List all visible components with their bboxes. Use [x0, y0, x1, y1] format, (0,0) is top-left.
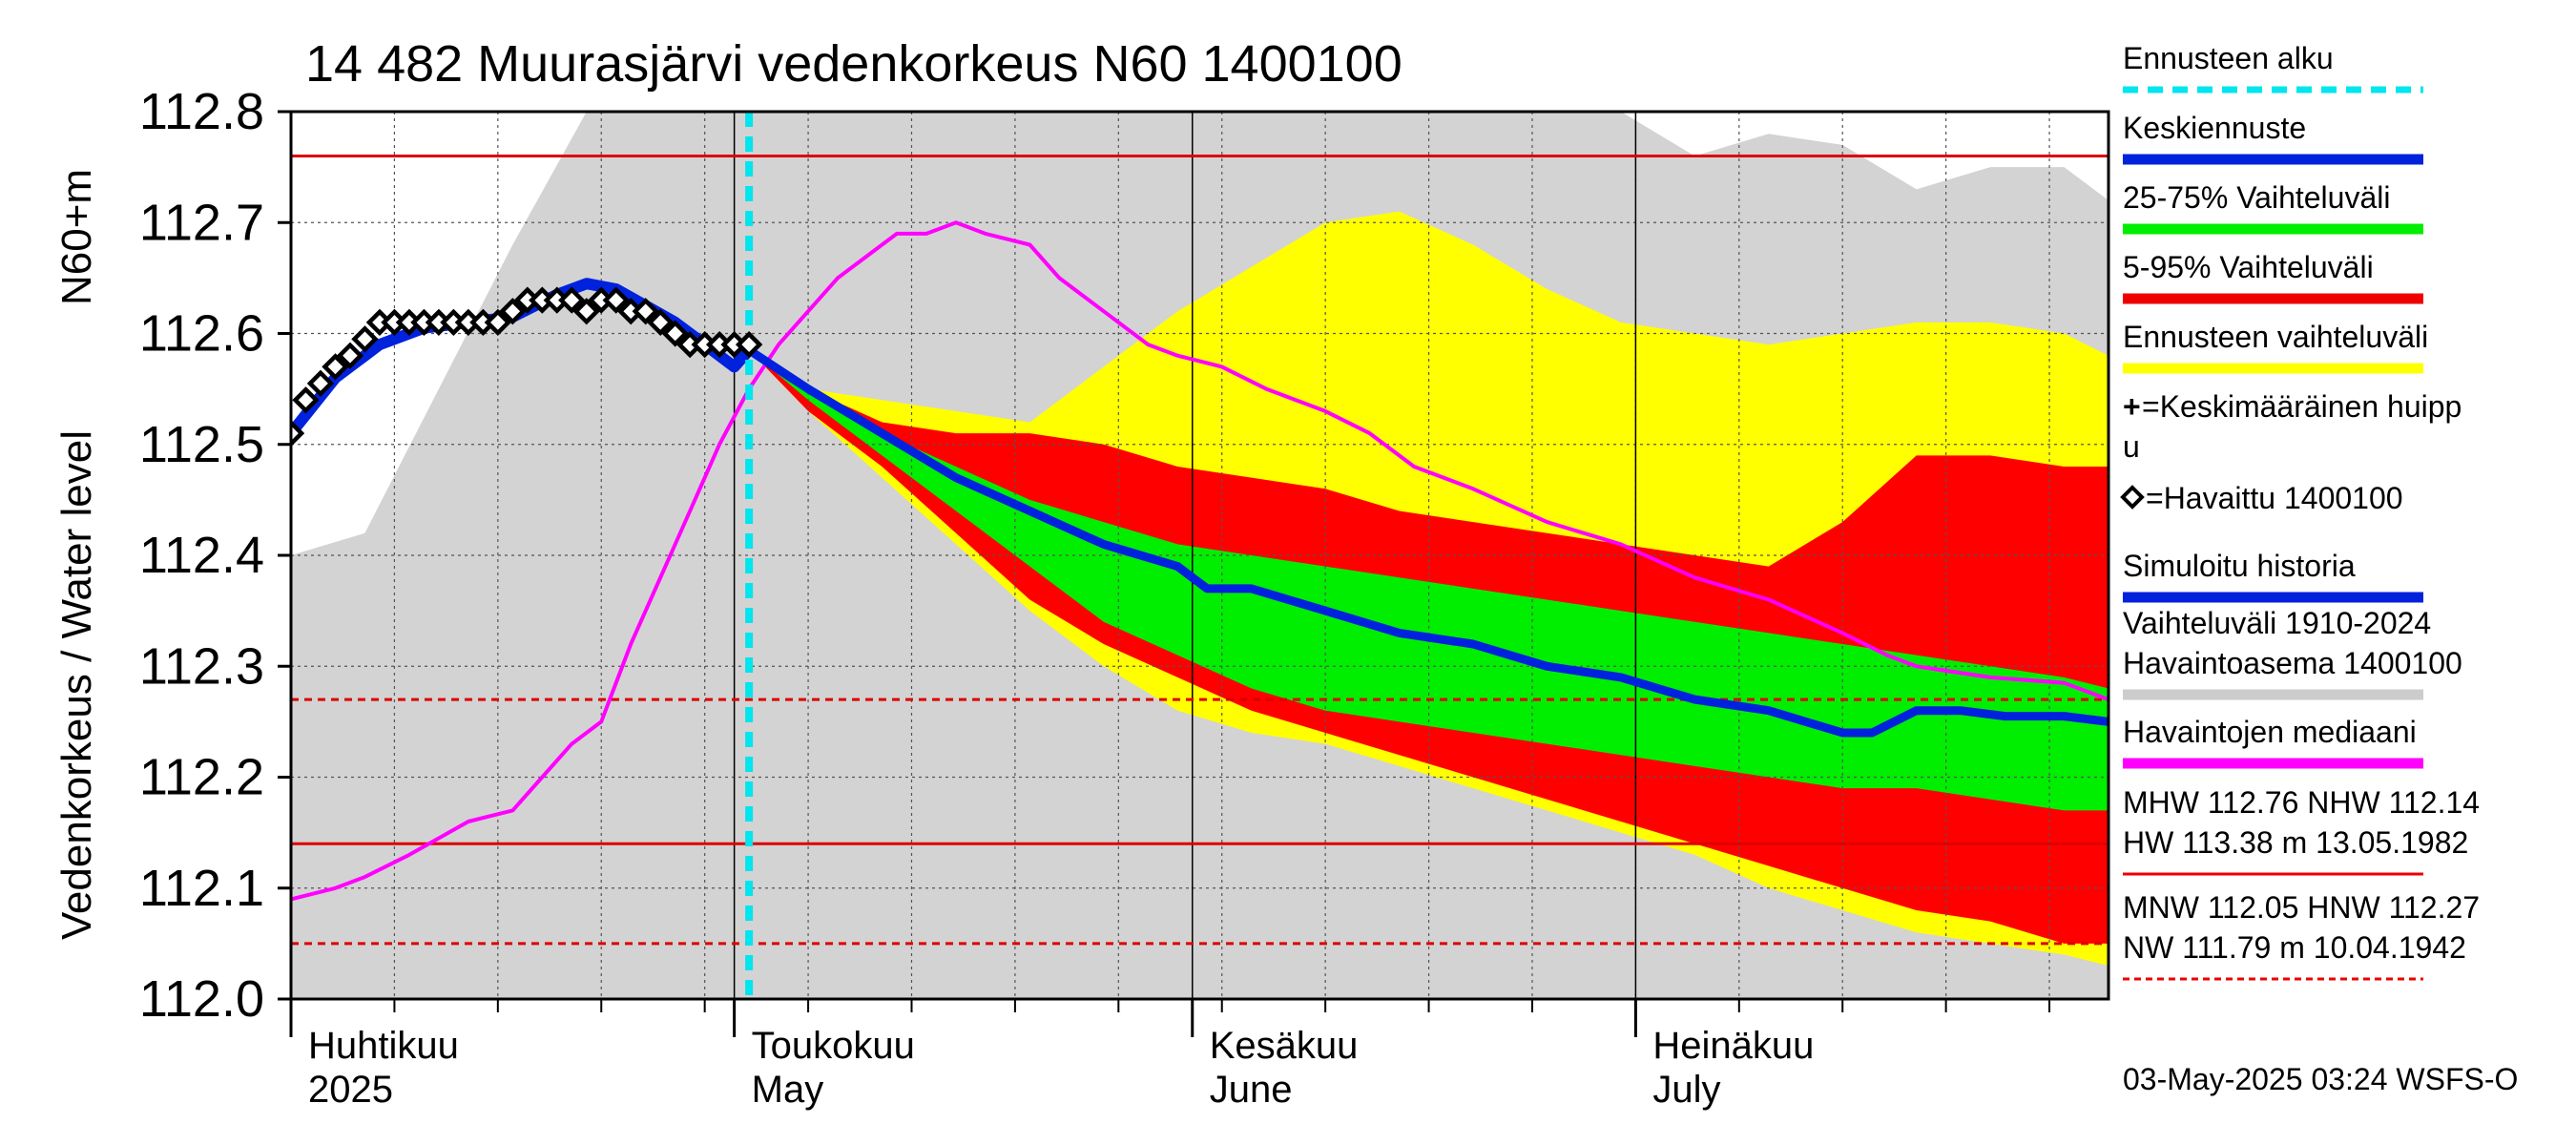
x-month-label: Kesäkuu — [1210, 1025, 1359, 1067]
observed-point — [484, 308, 512, 337]
observed-point — [351, 325, 379, 353]
legend-label: =Keskimääräinen huipp — [2142, 389, 2462, 424]
observed-point — [602, 286, 630, 314]
y-tick-label: 112.3 — [139, 637, 264, 695]
y-tick-labels: 112.0 112.1 112.2 112.3 112.4 112.5 112.6 112.7… — [139, 83, 291, 1028]
x-month-sublabel: July — [1652, 1069, 1720, 1111]
y-tick-label: 112.5 — [139, 416, 264, 473]
observed-point — [306, 369, 335, 397]
x-month-sublabel: May — [752, 1069, 824, 1111]
y-tick-label: 112.6 — [139, 305, 264, 363]
legend-label: =Havaittu 1400100 — [2146, 481, 2403, 515]
legend-label: Simuloitu historia — [2123, 549, 2356, 583]
legend-label: Ennusteen vaihteluväli — [2123, 320, 2428, 354]
legend-label: 25-75% Vaihteluväli — [2123, 180, 2390, 215]
mean-forecast-line — [746, 346, 2109, 738]
observed-point — [336, 342, 364, 369]
observed-point — [647, 308, 675, 337]
footer-timestamp: 03-May-2025 03:24 WSFS-O — [2123, 1062, 2518, 1096]
legend-label-line2: Havaintoasema 1400100 — [2123, 646, 2462, 680]
plot-content — [291, 112, 2109, 999]
x-month-sublabel: 2025 — [308, 1069, 393, 1111]
median-line — [291, 220, 2109, 902]
legend-label: MNW 112.05 HNW 112.27 — [2123, 890, 2480, 925]
y-tick-label: 112.7 — [139, 194, 264, 251]
y-tick-label: 112.4 — [139, 527, 264, 584]
x-month-label: Heinäkuu — [1652, 1025, 1814, 1067]
legend-label: 5-95% Vaihteluväli — [2123, 250, 2374, 284]
legend-plus-icon: + — [2123, 389, 2141, 424]
legend-label: Vaihteluväli 1910-2024 — [2123, 606, 2431, 640]
legend-label: Keskiennuste — [2123, 111, 2306, 145]
y-tick-label: 112.8 — [139, 83, 264, 140]
y-tick-label: 112.2 — [139, 749, 264, 806]
legend: Ennusteen alku Keskiennuste 25-75% Vaihtel… — [2120, 41, 2480, 981]
y-tick-label: 112.0 — [139, 970, 264, 1028]
legend-label-line2: NW 111.79 m 10.04.1942 — [2123, 930, 2466, 965]
observed-point — [661, 320, 689, 347]
observed-point — [292, 386, 320, 414]
x-month-sublabel: June — [1210, 1069, 1293, 1111]
observed-point — [632, 298, 659, 325]
legend-label-line2: u — [2123, 429, 2140, 464]
y-tick-label: 112.1 — [139, 860, 264, 917]
legend-label: MHW 112.76 NHW 112.14 — [2123, 785, 2480, 820]
y-axis-label: Vedenkorkeus / Water level — [53, 430, 100, 940]
observed-point — [572, 298, 600, 325]
observed-point — [558, 286, 586, 314]
x-month-label: Toukokuu — [752, 1025, 915, 1067]
x-month-label: Huhtikuu — [308, 1025, 459, 1067]
legend-label-line2: HW 113.38 m 13.05.1982 — [2123, 825, 2468, 860]
observed-point — [291, 419, 305, 448]
plot-area — [291, 112, 2109, 999]
observed-point — [735, 330, 763, 359]
observed-point — [322, 353, 349, 381]
legend-diamond-icon — [2120, 485, 2145, 510]
legend-label: Ennusteen alku — [2123, 41, 2334, 75]
y-axis-unit: N60+m — [53, 169, 100, 305]
chart-title: 14 482 Muurasjärvi vedenkorkeus N60 1400… — [305, 35, 1402, 93]
p25-75-band — [749, 349, 2109, 811]
legend-label: Havaintojen mediaani — [2123, 715, 2417, 749]
observed-point — [499, 298, 527, 325]
